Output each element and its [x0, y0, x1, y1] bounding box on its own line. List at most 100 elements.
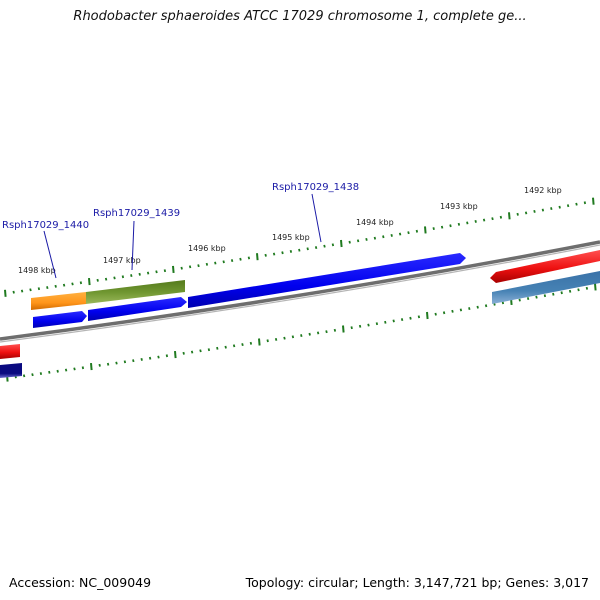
ruler-outer-minor-tick	[365, 237, 368, 241]
ruler-inner-minor-tick	[375, 322, 379, 326]
ruler-label-1494: 1494 kbp	[356, 218, 394, 227]
chromosome-backbone	[0, 240, 600, 343]
ruler-inner-minor-tick	[81, 366, 85, 370]
ruler-inner-minor-tick	[157, 355, 160, 359]
gene-label-rsph17029-1439[interactable]: Rsph17029_1439	[93, 208, 180, 219]
ruler-outer-minor-tick	[214, 261, 217, 265]
ruler-outer-minor-tick	[163, 269, 167, 273]
ruler-outer-minor-tick	[390, 233, 393, 237]
ruler-outer-minor-tick	[197, 264, 200, 268]
ruler-outer-minor-tick	[516, 212, 519, 216]
ruler-label-1492: 1492 kbp	[524, 186, 562, 195]
ruler-inner-minor-tick	[535, 295, 538, 299]
gene-steelblue-right[interactable]	[492, 271, 600, 304]
ruler-outer-major-tick	[508, 212, 511, 220]
ruler-inner-minor-tick	[73, 367, 76, 371]
ruler-inner-minor-tick	[577, 288, 580, 292]
ruler-outer-minor-tick	[264, 253, 267, 257]
ruler-outer-minor-tick	[230, 259, 234, 263]
ruler-outer-minor-tick	[121, 275, 125, 279]
ruler-label-1493: 1493 kbp	[440, 202, 478, 211]
ruler-outer-minor-tick	[306, 247, 309, 251]
ruler-inner-minor-tick	[333, 328, 337, 332]
ruler-inner-major-tick	[342, 325, 345, 333]
ruler-outer-minor-tick	[62, 283, 66, 287]
ruler-inner-minor-tick	[132, 359, 135, 363]
ruler-inner-minor-tick	[199, 349, 202, 353]
ruler-outer-minor-tick	[71, 282, 74, 286]
gene-rsph17029-1439-upper[interactable]	[86, 280, 185, 304]
gene-navy-left[interactable]	[0, 363, 22, 378]
ruler-outer-minor-tick	[566, 204, 570, 208]
ruler-inner-minor-tick	[283, 336, 286, 340]
ruler-outer-minor-tick	[289, 249, 293, 253]
gene-red-right[interactable]	[490, 250, 600, 283]
ruler-inner-minor-tick	[484, 304, 488, 308]
ruler-inner-minor-tick	[442, 311, 446, 315]
ruler-label-1497: 1497 kbp	[103, 256, 141, 265]
ruler-outer-minor-tick	[373, 236, 377, 240]
ruler-inner-minor-tick	[543, 294, 547, 298]
ruler-inner-minor-tick	[64, 368, 68, 372]
ruler-outer-minor-tick	[281, 251, 284, 255]
ruler-inner-minor-tick	[316, 331, 320, 335]
accession-label: Accession: NC_009049	[9, 575, 152, 590]
ruler-outer-minor-tick	[239, 257, 242, 261]
ruler-inner-minor-tick	[459, 308, 463, 312]
ruler-inner-minor-tick	[207, 348, 211, 352]
ruler-inner	[6, 283, 597, 382]
ruler-inner-minor-tick	[182, 351, 185, 355]
gene-rsph17029-1438[interactable]	[188, 253, 466, 308]
gene-labels: Rsph17029_1440 Rsph17029_1439 Rsph17029_…	[2, 182, 359, 231]
genome-summary: Topology: circular; Length: 3,147,721 bp…	[245, 575, 589, 590]
ruler-outer-minor-tick	[298, 248, 301, 252]
ruler-outer-minor-tick	[398, 232, 402, 236]
gene-rsph17029-1440[interactable]	[31, 292, 86, 310]
ruler-inner-minor-tick	[148, 356, 152, 360]
ruler-inner-minor-tick	[501, 301, 505, 305]
ruler-outer-major-tick	[88, 278, 91, 286]
ruler-outer-minor-tick	[205, 262, 209, 266]
ruler-label-1495: 1495 kbp	[272, 233, 310, 242]
ruler-inner-minor-tick	[165, 354, 169, 358]
ruler-outer-minor-tick	[20, 289, 24, 293]
ruler-outer-minor-tick	[524, 211, 528, 215]
gene-red-left[interactable]	[0, 344, 20, 359]
ruler-inner-minor-tick	[417, 315, 421, 319]
ruler-outer-minor-tick	[323, 244, 326, 248]
ruler-outer-major-tick	[256, 253, 259, 261]
gene-track-reverse	[0, 297, 187, 378]
ruler-outer-minor-tick	[533, 209, 536, 213]
ruler-inner-minor-tick	[216, 346, 219, 350]
ruler-label-1498: 1498 kbp	[18, 266, 56, 275]
ruler-inner-minor-tick	[241, 343, 244, 347]
ruler-inner-minor-tick	[140, 357, 143, 361]
ruler-inner-minor-tick	[384, 320, 387, 324]
gene-rsph17029-1439[interactable]	[88, 297, 187, 321]
ruler-inner-minor-tick	[325, 330, 328, 334]
ruler-outer-minor-tick	[12, 290, 15, 294]
ruler-outer-minor-tick	[348, 240, 351, 244]
ruler-inner-minor-tick	[123, 360, 127, 364]
gene-label-rsph17029-1440[interactable]: Rsph17029_1440	[2, 220, 89, 231]
ruler-inner-minor-tick	[568, 289, 572, 293]
ruler-outer-minor-tick	[449, 224, 452, 228]
gene-label-rsph17029-1438[interactable]: Rsph17029_1438	[272, 182, 359, 193]
ruler-inner-minor-tick	[560, 291, 563, 295]
gene-rsph17029-1440-lower[interactable]	[33, 311, 87, 328]
ruler-inner-minor-tick	[468, 307, 471, 311]
ruler-inner-minor-tick	[106, 362, 110, 366]
ruler-inner-minor-tick	[274, 337, 278, 341]
ruler-outer-minor-tick	[499, 215, 503, 219]
ruler-outer-minor-tick	[314, 246, 318, 250]
ruler-outer-minor-tick	[222, 260, 225, 264]
ruler-outer-minor-tick	[474, 219, 477, 223]
ruler-inner-major-tick	[426, 311, 429, 320]
ruler-inner-minor-tick	[115, 361, 118, 365]
ruler-inner-minor-tick	[98, 363, 101, 367]
ruler-outer-minor-tick	[457, 222, 461, 226]
ruler-outer-major-tick	[340, 239, 343, 248]
ruler-inner-minor-tick	[518, 298, 521, 302]
ruler-outer-minor-tick	[356, 239, 360, 243]
